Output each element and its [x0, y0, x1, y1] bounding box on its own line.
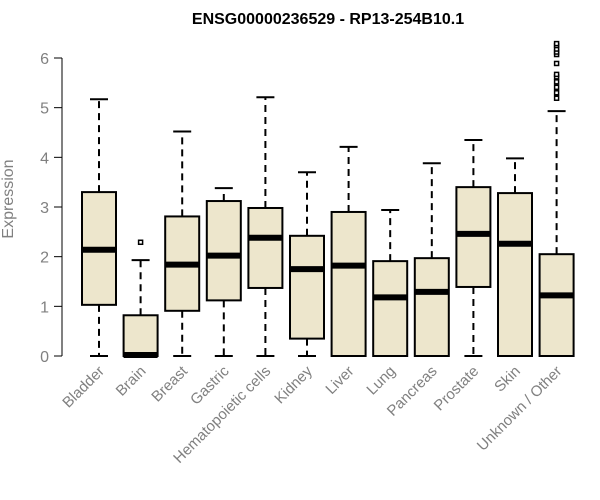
- box-3: [205, 187, 242, 357]
- box-6: [330, 145, 367, 357]
- y-tick-label: 4: [40, 150, 49, 167]
- category-label: Breast: [148, 362, 191, 405]
- outlier-point: [553, 40, 560, 47]
- box-7: [372, 208, 409, 357]
- category-label: Brain: [113, 363, 150, 400]
- box-1: [122, 239, 159, 359]
- box-iqr: [497, 192, 533, 357]
- y-tick-label: 3: [40, 200, 49, 217]
- box-iqr: [205, 200, 242, 302]
- box-iqr: [122, 314, 159, 358]
- outlier-point: [553, 60, 560, 67]
- box-9: [455, 138, 492, 357]
- category-label: Liver: [322, 363, 357, 398]
- box-iqr: [372, 260, 409, 357]
- y-tick-label: 0: [40, 349, 49, 366]
- outlier-point: [553, 84, 560, 91]
- box-iqr: [247, 206, 284, 289]
- box-8: [413, 162, 450, 358]
- category-label: Lung: [363, 363, 399, 399]
- box-iqr: [330, 210, 367, 357]
- box-10: [497, 157, 533, 357]
- category-label: Kidney: [271, 362, 316, 407]
- outlier-point: [553, 90, 560, 96]
- y-tick-label: 5: [40, 101, 49, 118]
- category-label: Skin: [491, 363, 524, 396]
- outlier-point: [553, 79, 560, 85]
- box-iqr: [413, 257, 450, 358]
- y-axis-label: Expression: [0, 159, 17, 238]
- y-axis: 0 1 2 3 4 5 6: [40, 51, 63, 366]
- y-tick-label: 6: [40, 51, 49, 68]
- box-11: [538, 40, 575, 357]
- box-iqr: [538, 253, 575, 357]
- chart-title: ENSG00000236529 - RP13-254B10.1: [192, 11, 464, 28]
- outlier-point: [553, 71, 560, 78]
- category-label: Bladder: [59, 363, 108, 412]
- outlier-point: [137, 239, 144, 246]
- category-label: Prostate: [431, 363, 483, 415]
- box-0: [81, 98, 117, 357]
- box-iqr: [455, 186, 492, 288]
- y-tick-label: 2: [40, 250, 49, 267]
- boxes: [81, 40, 575, 359]
- box-2: [164, 130, 201, 357]
- outlier-point: [553, 95, 560, 101]
- box-iqr: [289, 234, 325, 340]
- box-5: [289, 171, 325, 357]
- box-4: [247, 96, 284, 357]
- y-tick-label: 1: [40, 299, 49, 316]
